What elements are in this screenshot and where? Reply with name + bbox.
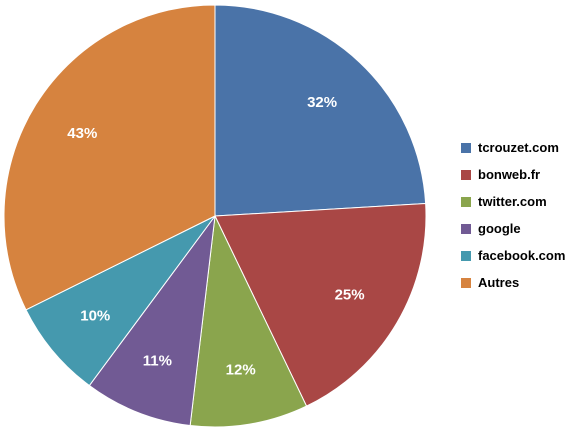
legend-swatch <box>461 196 471 207</box>
data-label: 10% <box>80 308 110 325</box>
pie-slice-google <box>88 214 216 427</box>
legend-swatch <box>461 223 471 234</box>
pie-slice-bonweb-fr <box>214 203 427 407</box>
legend-label: twitter.com <box>478 194 547 209</box>
legend-label: bonweb.fr <box>478 167 541 182</box>
data-label: 11% <box>143 353 172 370</box>
legend-item: tcrouzet.com <box>461 134 565 161</box>
pie-data-labels: 32% 25% 12% 11% 10% 43% <box>67 94 364 379</box>
legend-item: Autres <box>461 269 565 296</box>
legend: tcrouzet.com bonweb.fr twitter.com google fa… <box>461 134 565 296</box>
legend-swatch <box>461 277 471 288</box>
legend-item: google <box>461 215 565 242</box>
legend-label: tcrouzet.com <box>478 140 559 155</box>
pie-slice-facebook-com <box>25 215 216 387</box>
data-label: 32% <box>307 94 337 111</box>
legend-item: twitter.com <box>461 188 565 215</box>
pie-slice-twitter-com <box>189 214 308 428</box>
pie-slice-autres <box>3 4 216 311</box>
legend-label: facebook.com <box>478 248 566 263</box>
data-label: 25% <box>335 287 365 304</box>
legend-item: bonweb.fr <box>461 161 565 188</box>
data-label: 12% <box>226 362 256 379</box>
pie-slices <box>3 4 427 428</box>
legend-swatch <box>461 142 471 153</box>
legend-item: facebook.com <box>461 242 565 269</box>
legend-label: google <box>478 221 521 236</box>
data-label: 43% <box>67 125 97 142</box>
legend-label: Autres <box>478 275 520 290</box>
legend-swatch <box>461 250 471 261</box>
legend-swatch <box>461 169 471 180</box>
pie-slice-tcrouzet-com <box>214 4 427 217</box>
